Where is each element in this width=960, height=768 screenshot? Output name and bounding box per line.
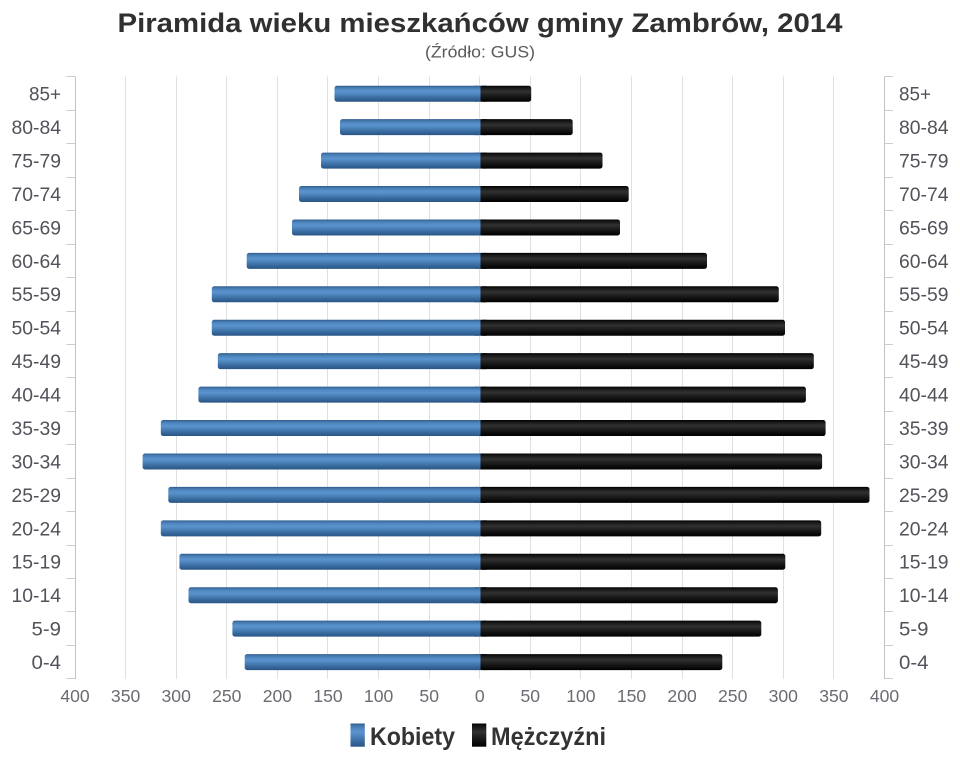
svg-text:35-39: 35-39 [12, 418, 62, 440]
svg-text:80-84: 80-84 [12, 117, 62, 139]
svg-text:50-54: 50-54 [899, 318, 949, 340]
svg-text:200: 200 [263, 686, 293, 706]
svg-text:85+: 85+ [29, 84, 61, 106]
svg-text:20-24: 20-24 [12, 518, 62, 540]
svg-text:300: 300 [162, 686, 192, 706]
svg-text:(Źródło: GUS): (Źródło: GUS) [425, 43, 535, 62]
svg-text:250: 250 [212, 686, 242, 706]
svg-text:Kobiety: Kobiety [370, 723, 455, 751]
svg-text:10-14: 10-14 [12, 585, 62, 607]
svg-text:65-69: 65-69 [899, 217, 949, 239]
svg-text:85+: 85+ [899, 84, 931, 106]
svg-text:350: 350 [819, 686, 849, 706]
svg-text:75-79: 75-79 [899, 150, 949, 172]
svg-text:250: 250 [718, 686, 748, 706]
svg-text:15-19: 15-19 [12, 552, 62, 574]
svg-text:300: 300 [769, 686, 799, 706]
svg-text:80-84: 80-84 [899, 117, 949, 139]
svg-text:Mężczyźni: Mężczyźni [491, 723, 606, 751]
svg-text:400: 400 [60, 686, 90, 706]
svg-text:45-49: 45-49 [12, 351, 62, 373]
svg-text:15-19: 15-19 [899, 552, 949, 574]
svg-text:0-4: 0-4 [32, 652, 62, 674]
svg-text:150: 150 [617, 686, 647, 706]
svg-text:100: 100 [566, 686, 596, 706]
svg-text:200: 200 [667, 686, 697, 706]
svg-text:55-59: 55-59 [899, 284, 949, 306]
svg-text:45-49: 45-49 [899, 351, 949, 373]
svg-text:50-54: 50-54 [12, 318, 62, 340]
svg-text:50: 50 [419, 686, 439, 706]
svg-text:55-59: 55-59 [12, 284, 62, 306]
svg-text:60-64: 60-64 [899, 251, 949, 273]
svg-text:30-34: 30-34 [12, 451, 62, 473]
svg-text:Piramida wieku mieszkańców gmi: Piramida wieku mieszkańców gminy Zambrów… [118, 8, 843, 38]
svg-text:40-44: 40-44 [12, 385, 62, 407]
svg-text:100: 100 [364, 686, 394, 706]
svg-text:75-79: 75-79 [12, 150, 62, 172]
svg-text:25-29: 25-29 [12, 485, 62, 507]
svg-text:70-74: 70-74 [12, 184, 62, 206]
svg-text:65-69: 65-69 [12, 217, 62, 239]
svg-text:20-24: 20-24 [899, 518, 949, 540]
svg-text:400: 400 [870, 686, 900, 706]
svg-text:350: 350 [111, 686, 141, 706]
svg-text:60-64: 60-64 [12, 251, 62, 273]
svg-text:40-44: 40-44 [899, 385, 949, 407]
svg-text:70-74: 70-74 [899, 184, 949, 206]
svg-text:0-4: 0-4 [899, 652, 929, 674]
svg-text:35-39: 35-39 [899, 418, 949, 440]
svg-text:0: 0 [475, 686, 485, 706]
svg-text:50: 50 [521, 686, 541, 706]
svg-text:25-29: 25-29 [899, 485, 949, 507]
svg-text:5-9: 5-9 [899, 619, 929, 641]
svg-text:10-14: 10-14 [899, 585, 949, 607]
svg-text:30-34: 30-34 [899, 451, 949, 473]
svg-text:150: 150 [313, 686, 343, 706]
svg-text:5-9: 5-9 [32, 619, 62, 641]
